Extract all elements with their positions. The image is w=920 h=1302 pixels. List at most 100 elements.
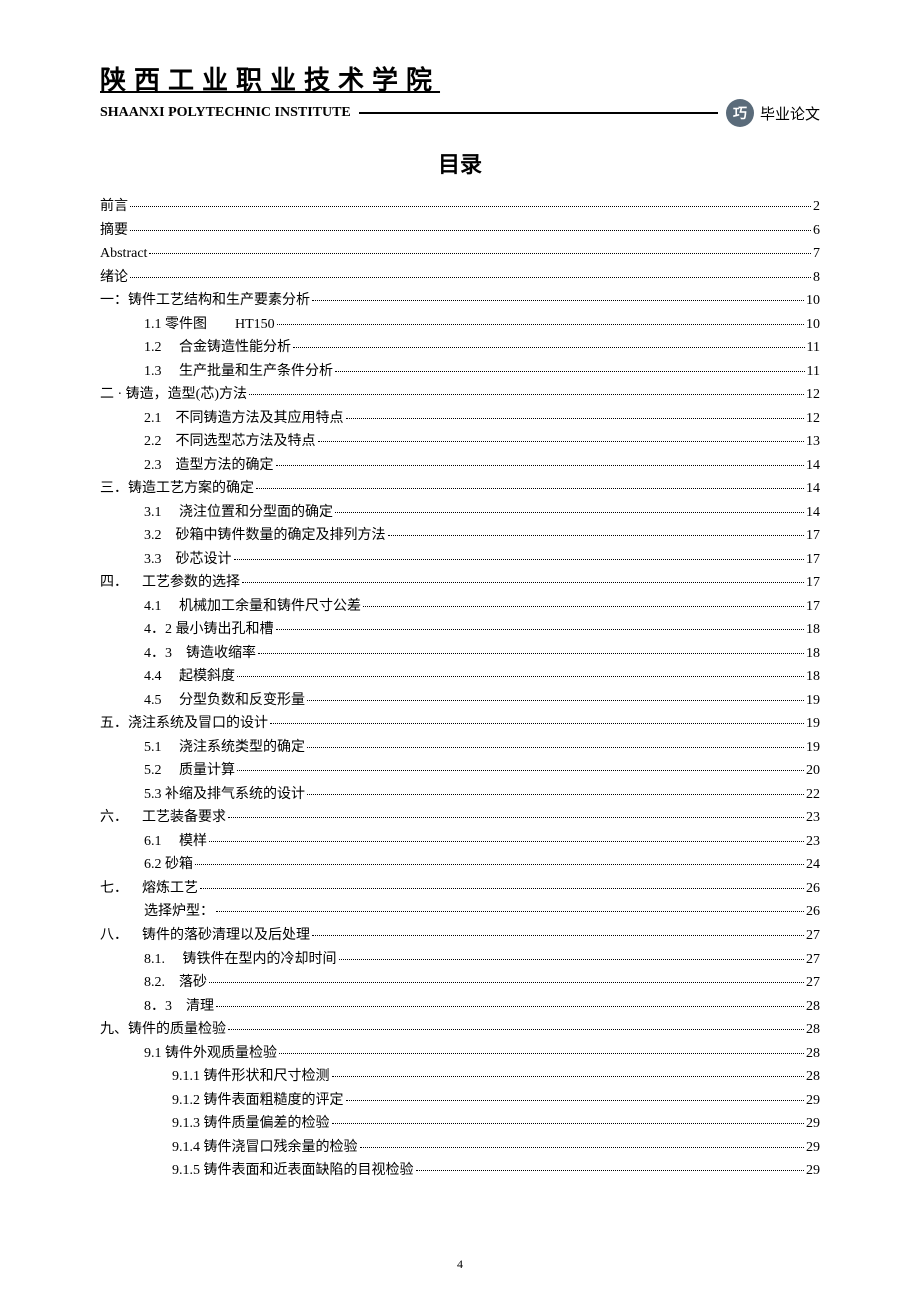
toc-entry-label: 8.2. 落砂 (144, 971, 207, 995)
header-subline: SHAANXI POLYTECHNIC INSTITUTE 巧 毕业论文 (100, 99, 820, 127)
toc-entry: 五．浇注系统及冒口的设计19 (100, 712, 820, 736)
toc-entry-page: 24 (806, 853, 820, 877)
toc-entry: 6.2 砂箱 24 (100, 853, 820, 877)
toc-entry-label: 四． 工艺参数的选择 (100, 571, 240, 595)
toc-entry-label: 6.2 砂箱 (144, 853, 193, 877)
toc-entry-label: 三．铸造工艺方案的确定 (100, 477, 254, 501)
toc-entry-page: 7 (813, 242, 820, 266)
toc-entry-page: 18 (806, 665, 820, 689)
toc-leader-dots (312, 300, 804, 301)
toc-entry-page: 23 (806, 830, 820, 854)
toc-entry: 一：铸件工艺结构和生产要素分析10 (100, 289, 820, 313)
toc-entry: 4.1 机械加工余量和铸件尺寸公差17 (100, 595, 820, 619)
toc-leader-dots (276, 465, 805, 466)
page-number: 4 (0, 1257, 920, 1272)
toc-entry-label: Abstract (100, 242, 147, 266)
toc-entry: 摘要6 (100, 219, 820, 243)
toc-entry-label: 2.2 不同选型芯方法及特点 (144, 430, 316, 454)
toc-entry-page: 19 (806, 689, 820, 713)
toc-leader-dots (307, 794, 804, 795)
toc-entry-page: 8 (813, 266, 820, 290)
toc-entry-page: 23 (806, 806, 820, 830)
toc-entry: 绪论 8 (100, 266, 820, 290)
toc-entry-page: 19 (806, 712, 820, 736)
toc-entry-label: 4.4 起模斜度 (144, 665, 235, 689)
toc-leader-dots (276, 629, 805, 630)
toc-entry-label: 1.1 零件图 HT150 (144, 313, 275, 337)
toc-entry-page: 18 (806, 642, 820, 666)
toc-entry-label: 9.1.3 铸件质量偏差的检验 (172, 1112, 330, 1136)
toc-entry-page: 14 (806, 501, 820, 525)
toc-leader-dots (200, 888, 804, 889)
toc-leader-dots (339, 959, 805, 960)
toc-leader-dots (279, 1053, 804, 1054)
table-of-contents: 前言2摘要6Abstract 7 绪论 8一：铸件工艺结构和生产要素分析101.1 零… (100, 195, 820, 1183)
toc-entry-label: 5.1 浇注系统类型的确定 (144, 736, 305, 760)
toc-leader-dots (307, 700, 804, 701)
toc-entry-label: 九、铸件的质量检验 (100, 1018, 226, 1042)
toc-entry-label: 绪论 (100, 266, 128, 290)
toc-entry-page: 11 (807, 360, 820, 384)
toc-entry-page: 20 (806, 759, 820, 783)
toc-entry: 4.5 分型负数和反变形量19 (100, 689, 820, 713)
toc-entry-label: 3.1 浇注位置和分型面的确定 (144, 501, 333, 525)
toc-entry-page: 10 (806, 289, 820, 313)
toc-entry: 9.1.1 铸件形状和尺寸检测28 (100, 1065, 820, 1089)
thesis-label: 毕业论文 (760, 103, 820, 124)
toc-entry-label: 8.1. 铸铁件在型内的冷却时间 (144, 948, 337, 972)
toc-entry: 8．3 清理28 (100, 995, 820, 1019)
toc-entry: 8.1. 铸铁件在型内的冷却时间27 (100, 948, 820, 972)
toc-entry-label: 9.1 铸件外观质量检验 (144, 1042, 277, 1066)
toc-leader-dots (149, 253, 811, 254)
toc-entry-label: 6.1 模样 (144, 830, 207, 854)
toc-entry-page: 29 (806, 1159, 820, 1183)
toc-entry: 选择炉型：26 (100, 900, 820, 924)
toc-entry: 四． 工艺参数的选择 17 (100, 571, 820, 595)
toc-leader-dots (360, 1147, 805, 1148)
logo-area: 巧 毕业论文 (726, 99, 820, 127)
toc-entry-page: 14 (806, 454, 820, 478)
toc-leader-dots (209, 841, 804, 842)
toc-leader-dots (130, 206, 811, 207)
toc-entry: 4.4 起模斜度 18 (100, 665, 820, 689)
toc-leader-dots (237, 770, 804, 771)
toc-entry: 9.1.2 铸件表面粗糙度的评定 29 (100, 1089, 820, 1113)
toc-leader-dots (216, 911, 804, 912)
toc-entry-label: 4．3 铸造收缩率 (144, 642, 256, 666)
toc-entry: 6.1 模样 23 (100, 830, 820, 854)
toc-entry: 5.3 补缩及排气系统的设计22 (100, 783, 820, 807)
toc-entry: 9.1 铸件外观质量检验 28 (100, 1042, 820, 1066)
toc-entry: 2.3 造型方法的确定14 (100, 454, 820, 478)
toc-entry: 3.2 砂箱中铸件数量的确定及排列方法17 (100, 524, 820, 548)
toc-entry: 前言2 (100, 195, 820, 219)
toc-entry-label: 七． 熔炼工艺 (100, 877, 198, 901)
institute-name-chinese: 陕西工业职业技术学院 (100, 60, 820, 97)
toc-entry: 3.1 浇注位置和分型面的确定 14 (100, 501, 820, 525)
toc-entry: 5.1 浇注系统类型的确定19 (100, 736, 820, 760)
toc-entry: 八． 铸件的落砂清理以及后处理27 (100, 924, 820, 948)
toc-leader-dots (195, 864, 804, 865)
toc-entry-page: 28 (806, 995, 820, 1019)
toc-leader-dots (256, 488, 804, 489)
toc-leader-dots (293, 347, 805, 348)
toc-entry-page: 17 (806, 571, 820, 595)
toc-leader-dots (242, 582, 804, 583)
toc-entry-page: 28 (806, 1042, 820, 1066)
toc-leader-dots (277, 324, 804, 325)
toc-entry-page: 29 (806, 1089, 820, 1113)
toc-entry: 1.1 零件图 HT15010 (100, 313, 820, 337)
toc-entry-page: 11 (807, 336, 820, 360)
toc-entry-label: 1.3 生产批量和生产条件分析 (144, 360, 333, 384)
toc-entry-label: 9.1.2 铸件表面粗糙度的评定 (172, 1089, 344, 1113)
toc-entry: 3.3 砂芯设计17 (100, 548, 820, 572)
toc-entry-page: 14 (806, 477, 820, 501)
toc-entry-page: 13 (806, 430, 820, 454)
page-header: 陕西工业职业技术学院 SHAANXI POLYTECHNIC INSTITUTE… (100, 60, 820, 127)
toc-leader-dots (312, 935, 804, 936)
toc-entry-page: 6 (813, 219, 820, 243)
toc-leader-dots (130, 230, 811, 231)
toc-leader-dots (258, 653, 804, 654)
toc-entry: 六． 工艺装备要求23 (100, 806, 820, 830)
toc-entry: 9.1.5 铸件表面和近表面缺陷的目视检验29 (100, 1159, 820, 1183)
toc-entry: Abstract 7 (100, 242, 820, 266)
